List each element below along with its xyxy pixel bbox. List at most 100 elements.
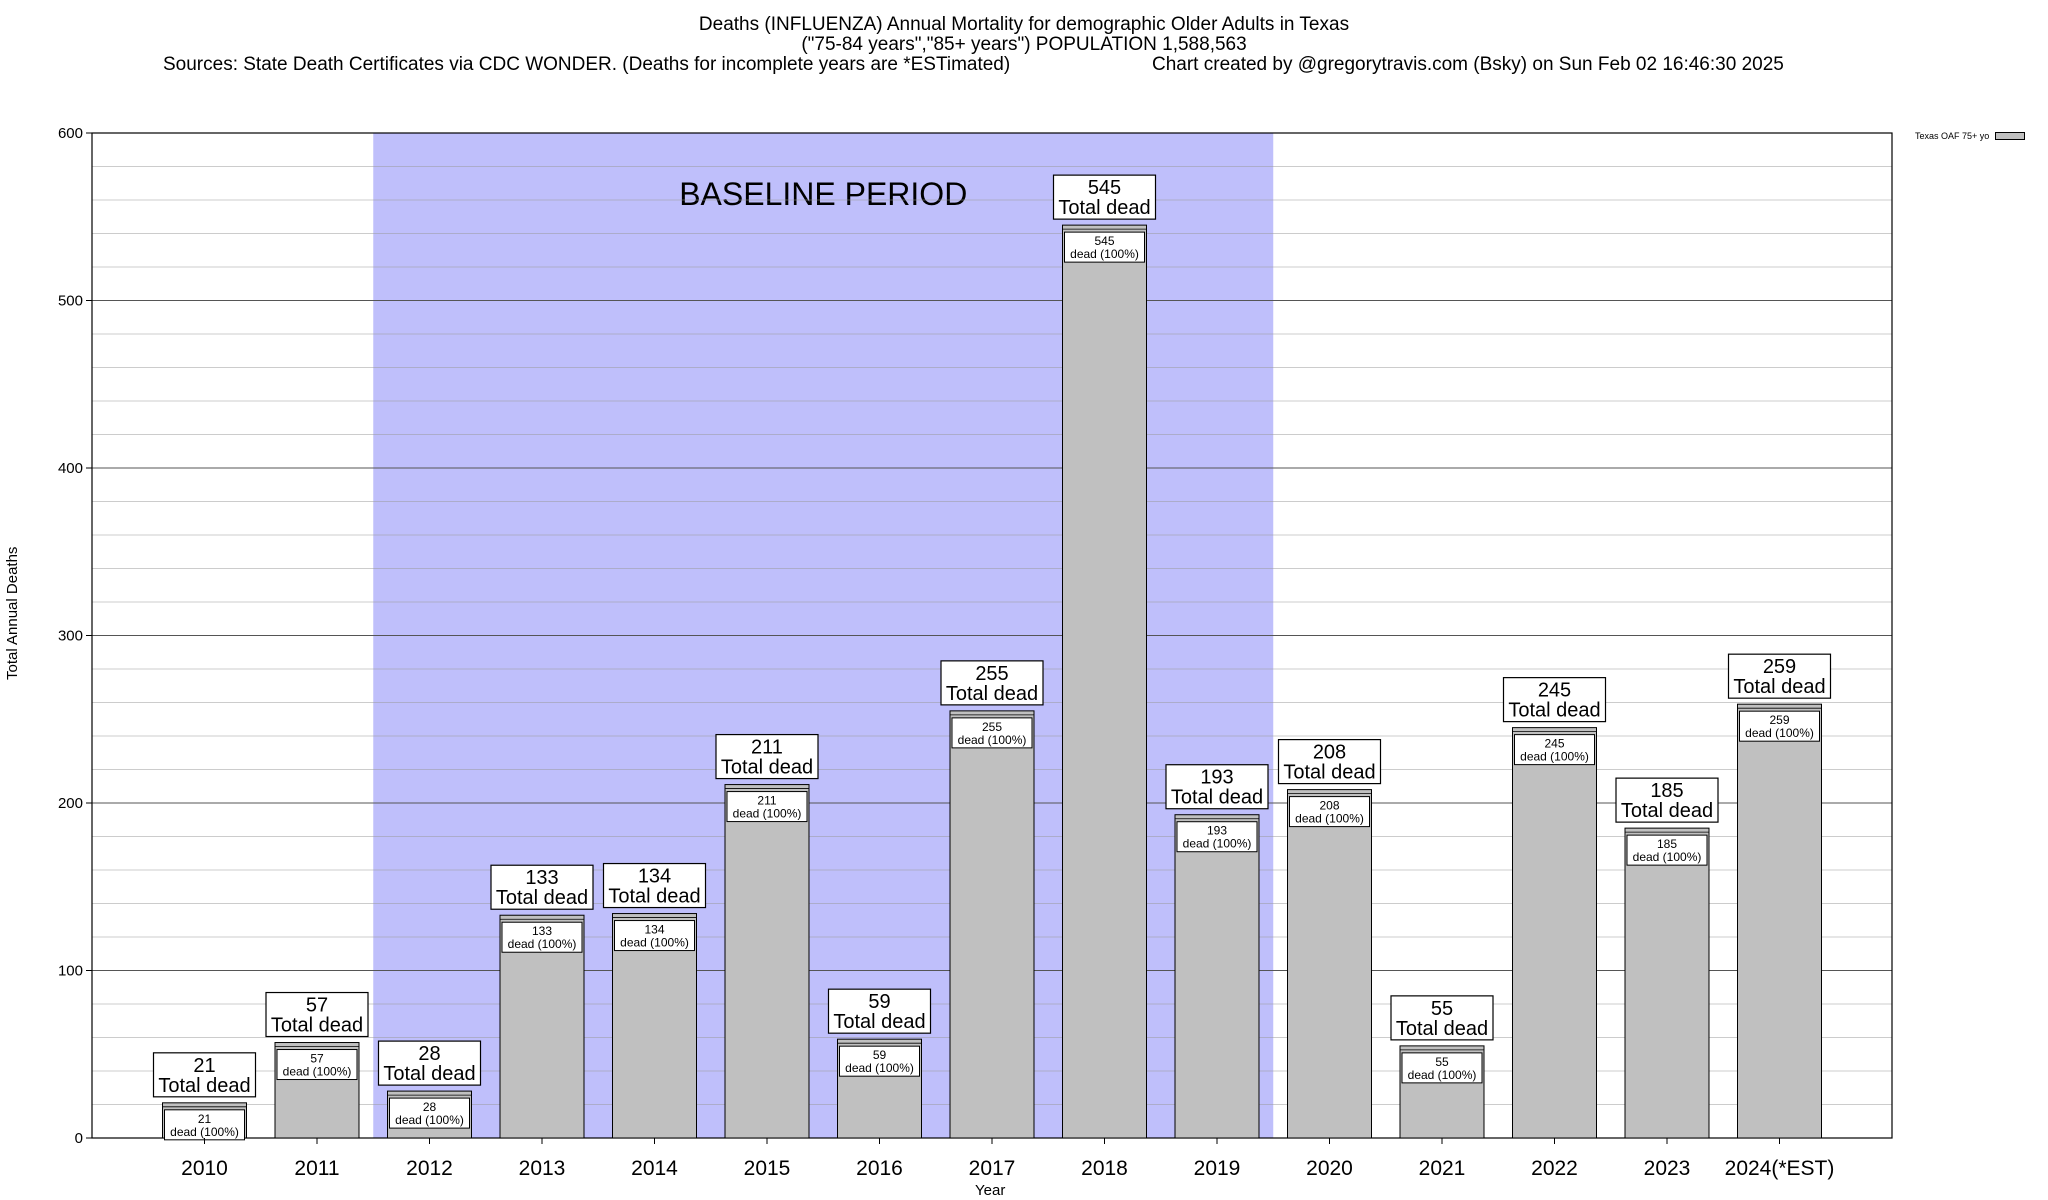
- inner-percent-label: dead (100%): [1408, 1068, 1477, 1082]
- inner-value-label: 193: [1207, 824, 1227, 838]
- inner-value-label: 185: [1657, 837, 1677, 851]
- top-total-label: Total dead: [1396, 1018, 1488, 1040]
- top-label-box: [152, 1052, 257, 1098]
- top-total-label: Total dead: [608, 886, 700, 908]
- top-value-label: 57: [306, 995, 328, 1017]
- inner-percent-label: dead (100%): [1295, 812, 1364, 826]
- inner-label-box: [1401, 1052, 1483, 1084]
- x-tick-label: 2019: [1194, 1157, 1241, 1180]
- x-tick-label: 2017: [969, 1157, 1016, 1180]
- inner-label-box: [1626, 834, 1708, 866]
- top-total-label: Total dead: [1621, 800, 1713, 822]
- top-value-label: 545: [1088, 177, 1121, 199]
- top-value-label: 259: [1763, 656, 1796, 678]
- x-tick-label: 2012: [406, 1157, 453, 1180]
- top-value-label: 245: [1538, 680, 1571, 702]
- x-tick-label: 2011: [294, 1157, 339, 1180]
- top-total-label: Total dead: [1508, 700, 1600, 722]
- top-value-label: 21: [193, 1055, 215, 1077]
- bar: [724, 784, 810, 1139]
- top-total-label: Total dead: [946, 683, 1038, 705]
- x-tick-label: 2022: [1531, 1157, 1578, 1180]
- y-axis-label: Total Annual Deaths: [4, 546, 21, 680]
- inner-label-box: [389, 1097, 470, 1129]
- top-label-box: [602, 862, 707, 909]
- y-tick-label: 100: [58, 963, 83, 980]
- inner-value-label: 59: [873, 1048, 887, 1062]
- top-label-box: [827, 988, 932, 1034]
- inner-percent-label: dead (100%): [283, 1065, 352, 1079]
- top-label-box: [1165, 764, 1269, 810]
- inner-label-box: [1064, 231, 1145, 263]
- inner-value-label: 134: [644, 923, 664, 937]
- x-tick-label: 2021: [1419, 1157, 1466, 1180]
- top-label-box: [1727, 653, 1832, 699]
- top-value-label: 185: [1650, 780, 1683, 802]
- top-value-label: 59: [868, 991, 890, 1013]
- inner-label-box: [726, 791, 808, 823]
- top-label-box: [377, 1040, 482, 1086]
- inner-label-box: [1176, 821, 1258, 853]
- chart-credit: Chart created by @gregorytravis.com (Bsk…: [1152, 54, 1784, 75]
- y-tick-label: 400: [58, 460, 83, 477]
- inner-label-box: [839, 1045, 920, 1077]
- inner-percent-label: dead (100%): [170, 1125, 239, 1139]
- top-total-label: Total dead: [383, 1063, 475, 1085]
- top-label-box: [490, 864, 594, 910]
- inner-value-label: 208: [1319, 799, 1339, 813]
- bar: [949, 710, 1035, 1139]
- inner-label-box: [276, 1049, 358, 1081]
- inner-value-label: 255: [982, 720, 1002, 734]
- chart-sources: Sources: State Death Certificates via CD…: [163, 54, 1011, 75]
- legend: Texas OAF 75+ yo: [1915, 131, 2026, 141]
- inner-value-label: 245: [1544, 737, 1564, 751]
- x-tick-label: 2024(*EST): [1725, 1157, 1835, 1180]
- top-value-label: 208: [1313, 742, 1346, 764]
- top-value-label: 134: [638, 866, 671, 888]
- y-tick-label: 600: [58, 125, 83, 142]
- inner-percent-label: dead (100%): [508, 937, 577, 951]
- x-tick-label: 2015: [744, 1157, 791, 1180]
- top-label-box: [1052, 174, 1157, 220]
- top-total-label: Total dead: [271, 1015, 363, 1037]
- inner-percent-label: dead (100%): [1183, 837, 1252, 851]
- inner-value-label: 57: [310, 1052, 324, 1066]
- bar: [1512, 727, 1597, 1139]
- inner-label-box: [614, 920, 695, 952]
- top-value-label: 211: [751, 737, 783, 759]
- top-total-label: Total dead: [721, 757, 813, 779]
- top-total-label: Total dead: [496, 887, 588, 909]
- top-value-label: 193: [1200, 767, 1233, 789]
- inner-percent-label: dead (100%): [395, 1113, 464, 1127]
- inner-value-label: 259: [1769, 713, 1789, 727]
- inner-label-box: [501, 921, 583, 953]
- bar: [1737, 703, 1822, 1139]
- y-tick-label: 0: [75, 1130, 83, 1147]
- inner-value-label: 133: [532, 924, 552, 938]
- inner-value-label: 545: [1094, 234, 1114, 248]
- inner-value-label: 211: [757, 794, 776, 808]
- top-label-box: [715, 733, 819, 780]
- top-value-label: 55: [1431, 998, 1453, 1020]
- top-label-box: [1502, 677, 1607, 723]
- x-axis-label: Year: [975, 1182, 1006, 1199]
- top-value-label: 133: [525, 867, 558, 889]
- y-tick-label: 300: [58, 628, 83, 645]
- inner-percent-label: dead (100%): [1745, 726, 1814, 740]
- inner-value-label: 55: [1435, 1055, 1449, 1069]
- top-label-box: [1390, 995, 1494, 1041]
- chart-title: Deaths (INFLUENZA) Annual Mortality for …: [698, 14, 1350, 35]
- top-value-label: 28: [418, 1043, 440, 1065]
- y-tick-label: 500: [58, 293, 83, 310]
- inner-percent-label: dead (100%): [1070, 247, 1139, 261]
- top-total-label: Total dead: [158, 1075, 250, 1097]
- x-tick-label: 2010: [181, 1157, 228, 1180]
- inner-percent-label: dead (100%): [1520, 750, 1589, 764]
- top-label-box: [265, 991, 369, 1038]
- top-total-label: Total dead: [1058, 197, 1150, 219]
- bar: [1624, 827, 1710, 1139]
- legend-label: Texas OAF 75+ yo: [1915, 131, 1990, 141]
- top-total-label: Total dead: [1171, 787, 1263, 809]
- inner-label-box: [164, 1109, 245, 1141]
- x-tick-label: 2023: [1644, 1157, 1691, 1180]
